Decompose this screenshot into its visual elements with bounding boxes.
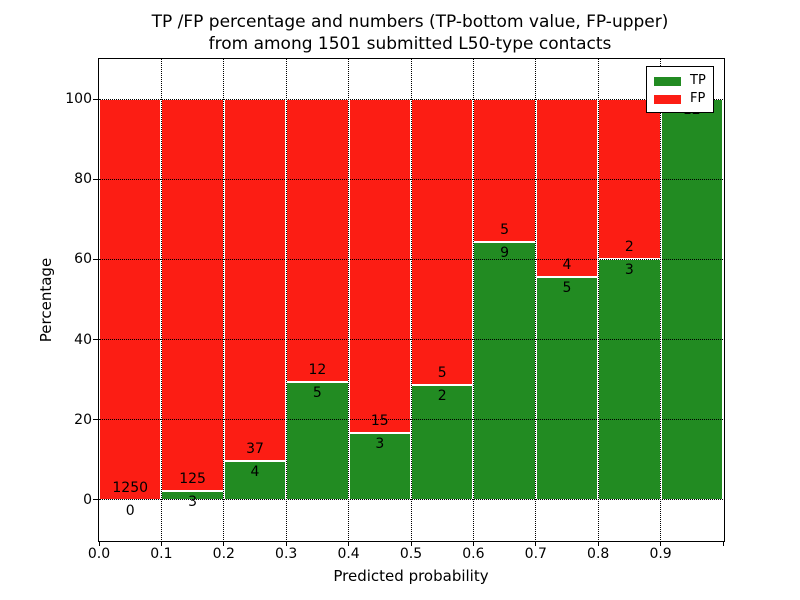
bar-count-label-fp: 5 [500, 222, 510, 239]
x-tick [722, 541, 724, 546]
x-tick-label: 0.5 [399, 546, 423, 562]
x-tick-label: 0.9 [649, 546, 672, 562]
x-tick [472, 541, 474, 546]
bar-segment-tp [223, 460, 287, 500]
legend-label-fp: FP [690, 91, 706, 106]
y-tick-label: 20 [74, 411, 92, 428]
x-tick [223, 541, 225, 546]
gridline-vertical [597, 59, 599, 540]
bar-count-label-tp: 3 [188, 493, 198, 510]
x-tick-label: 0.0 [87, 546, 111, 562]
bar-count-label-tp: 2 [437, 388, 447, 405]
bar-segment-fp [223, 99, 287, 461]
bar-count-label-tp: 3 [624, 262, 634, 279]
bar-segment-tp [161, 490, 224, 500]
y-tick-label: 40 [74, 331, 92, 348]
legend: TP FP [646, 66, 714, 113]
y-tick [93, 258, 98, 260]
bar-count-label-fp: 125 [179, 470, 206, 487]
bar-count-label-fp: 4 [562, 257, 572, 274]
gridline-vertical [285, 59, 287, 540]
gridline-vertical [160, 59, 162, 540]
bar-segment-tp [286, 382, 349, 500]
chart-title: TP /FP percentage and numbers (TP-bottom… [60, 11, 760, 55]
bar-count-label-fp: 12 [308, 362, 327, 379]
bar-segment-fp [161, 99, 224, 491]
bar-segment-fp [99, 99, 162, 500]
legend-item-fp: FP [647, 90, 713, 108]
gridline-vertical [660, 59, 662, 540]
y-tick-label: 60 [74, 251, 92, 268]
bar-count-label-tp: 5 [562, 280, 572, 297]
y-tick [93, 339, 98, 341]
chart-title-line2: from among 1501 submitted L50-type conta… [208, 34, 612, 54]
bar-count-label-tp: 3 [375, 436, 385, 453]
x-tick-label: 0.2 [212, 546, 235, 562]
x-tick [285, 541, 287, 546]
x-tick [660, 541, 662, 546]
y-tick-label: 100 [65, 91, 92, 108]
x-tick-label: 0.6 [462, 546, 485, 562]
x-tick-label: 0.1 [150, 546, 173, 562]
x-tick [410, 541, 412, 546]
y-tick [93, 419, 98, 421]
bar-count-label-fp: 5 [437, 365, 447, 382]
bar-segment-tp [473, 242, 536, 500]
x-tick [535, 541, 537, 546]
bar-count-label-tp: 5 [312, 385, 322, 402]
bar-segment-tp [411, 385, 474, 500]
x-tick-label: 0.7 [524, 546, 547, 562]
bar-segment-fp [348, 99, 411, 434]
bar-segment-tp [660, 99, 723, 500]
gridline-vertical [223, 59, 225, 540]
bar-count-label-tp: 9 [500, 245, 510, 262]
y-tick [93, 98, 98, 100]
x-tick-label: 0.4 [337, 546, 360, 562]
bar-segment-fp [535, 99, 599, 278]
x-tick [160, 541, 162, 546]
x-tick [348, 541, 350, 546]
x-axis-label: Predicted probability [333, 567, 489, 585]
x-tick [597, 541, 599, 546]
gridline-vertical [348, 59, 350, 540]
bar-segment-tp [535, 277, 599, 500]
bar-count-label-tp: 4 [250, 463, 260, 480]
legend-label-tp: TP [690, 73, 706, 88]
chart-title-line1: TP /FP percentage and numbers (TP-bottom… [151, 12, 669, 32]
bar-count-label-fp: 37 [246, 440, 264, 457]
bar-segment-tp [598, 259, 661, 500]
bar-count-label-fp: 15 [370, 413, 389, 430]
bar-count-label-fp: 1250 [112, 479, 149, 496]
bar-segment-fp [286, 99, 349, 383]
gridline-vertical [472, 59, 474, 540]
x-tick [98, 541, 100, 546]
y-tick-label: 0 [83, 491, 92, 508]
bar-count-label-tp: 0 [125, 502, 135, 519]
bar-segment-fp [411, 99, 474, 386]
legend-swatch-fp [654, 94, 681, 104]
y-tick [93, 499, 98, 501]
y-axis-label: Percentage [37, 257, 55, 343]
gridline-vertical [410, 59, 412, 540]
legend-swatch-tp [654, 76, 681, 86]
gridline-vertical [535, 59, 537, 540]
x-tick-label: 0.3 [275, 546, 298, 562]
bar-segment-fp [473, 99, 536, 243]
y-tick [93, 178, 98, 180]
y-tick-label: 80 [74, 171, 92, 188]
bar-count-label-fp: 2 [624, 239, 634, 256]
x-tick-label: 0.8 [587, 546, 610, 562]
legend-item-tp: TP [647, 72, 713, 90]
